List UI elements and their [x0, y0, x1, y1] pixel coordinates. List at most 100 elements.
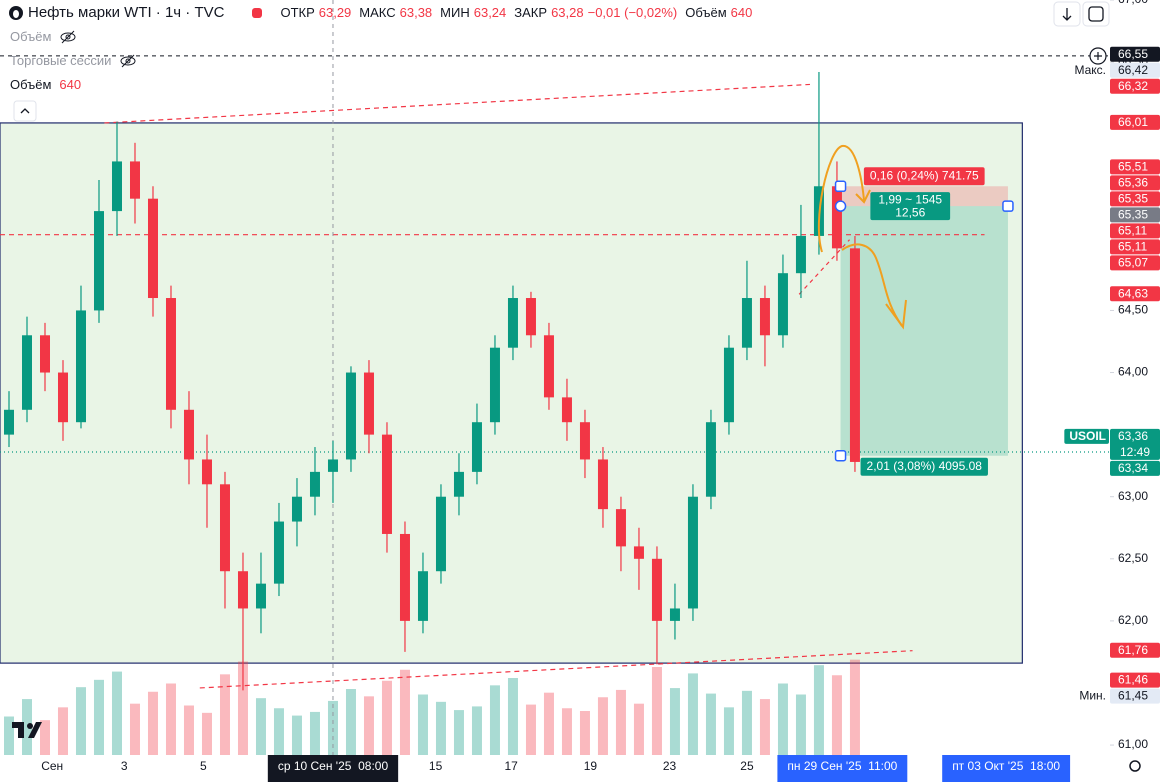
close-value: 63,28	[551, 5, 584, 20]
symbol-badge	[1064, 428, 1109, 444]
change-value: −0,01 (−0,02%)	[587, 5, 678, 20]
volume-bar	[813, 665, 824, 755]
volume-bar	[291, 715, 302, 755]
x-tick-label: Сен	[41, 759, 63, 773]
price-badge-label: 63,36	[1118, 429, 1148, 443]
close-label: ЗАКР	[514, 5, 548, 20]
candle-body	[363, 372, 374, 435]
price-badge	[1110, 191, 1160, 207]
target-label-bg	[860, 457, 988, 476]
price-countdown: 12:49	[1120, 445, 1150, 459]
target-zone	[840, 206, 1008, 456]
volume-bar	[327, 700, 338, 755]
volume-bar	[129, 703, 140, 755]
price-badge-label: 65,36	[1118, 176, 1148, 190]
candle-body	[201, 459, 212, 485]
high-label: МАКС	[359, 5, 396, 20]
candle-body	[849, 248, 860, 462]
volume-bar	[21, 699, 32, 755]
candle-body	[561, 397, 572, 423]
price-badge-label: 66,55	[1118, 47, 1148, 61]
price-badge	[1110, 223, 1160, 239]
candle-body	[831, 186, 842, 249]
price-badge	[1110, 255, 1160, 271]
volume-bar	[237, 661, 248, 755]
price-badge	[1110, 207, 1160, 223]
collapse-button[interactable]	[13, 100, 37, 122]
drag-handle[interactable]	[834, 180, 847, 193]
volume-bar	[795, 694, 806, 755]
candle-body	[93, 211, 104, 311]
eye-off-icon[interactable]	[59, 30, 77, 44]
y-tick-label: 61,00	[1118, 737, 1148, 751]
drag-handle[interactable]	[834, 200, 847, 212]
price-badge-label: 65,35	[1118, 192, 1148, 206]
trend-line	[199, 650, 913, 689]
candle-body	[669, 608, 680, 621]
volume-bar	[345, 689, 356, 755]
price-badge-label: 63,34	[1118, 461, 1148, 475]
candle-body	[3, 409, 14, 435]
header: Нефть марки WTI · 1ч · TVC ОТКР 63,29 МАК…	[8, 4, 752, 21]
stop-label: 0,16 (0,24%) 741.75	[870, 168, 979, 182]
candle-body	[381, 434, 392, 534]
volume-bar	[453, 710, 464, 755]
arrow-head	[885, 299, 907, 330]
open-value: 63,29	[318, 5, 352, 20]
price-badge	[1110, 239, 1160, 255]
price-badge-label: 66,01	[1118, 115, 1148, 129]
candle-body	[741, 298, 752, 348]
collapse-icon	[20, 108, 30, 114]
note-badge	[1074, 688, 1109, 704]
price-badge-label: 61,45	[1118, 689, 1148, 703]
y-tick-label: 64,00	[1118, 365, 1148, 379]
price-badge-label: 66,32	[1118, 79, 1148, 93]
legend-volume-hidden[interactable]: Объём	[10, 29, 52, 44]
y-tick-label: 64,50	[1118, 303, 1148, 317]
drag-handle[interactable]	[1002, 200, 1014, 212]
volume-bar	[417, 694, 428, 755]
drag-handle[interactable]	[834, 449, 847, 462]
volume-bar	[363, 696, 374, 755]
legend-volume[interactable]: Объём	[10, 77, 52, 92]
arrow-curve	[817, 145, 865, 253]
candle-body	[435, 496, 446, 572]
eye-off-icon[interactable]	[119, 54, 137, 68]
x-tick-label: 15	[429, 759, 443, 773]
candle-body	[759, 298, 770, 336]
volume-bar	[651, 667, 662, 755]
price-badge-label: 64,63	[1118, 286, 1148, 300]
candle-body	[111, 161, 122, 212]
volume-bar	[615, 689, 626, 755]
screenshot-button[interactable]	[1082, 1, 1110, 27]
candle-body	[183, 409, 194, 460]
price-badge	[1110, 159, 1160, 175]
volume-bar	[435, 701, 446, 755]
price-badge	[1110, 642, 1160, 658]
price-badge	[1110, 428, 1160, 460]
volume-bar	[147, 691, 158, 755]
legend-volume-value: 640	[59, 77, 82, 92]
volume-bar	[273, 708, 284, 755]
price-badge	[1110, 286, 1160, 302]
entry-label-bg	[870, 192, 951, 221]
price-badge-label: 61,46	[1118, 673, 1148, 687]
screenshot-icon	[1088, 6, 1104, 22]
price-badge-label: 65,11	[1118, 224, 1147, 238]
candle-body	[291, 496, 302, 522]
volume-bar	[723, 707, 734, 755]
candle-body	[723, 347, 734, 423]
volume-bar	[57, 707, 68, 755]
stop-label-bg	[863, 167, 985, 186]
legend-sessions[interactable]: Торговые сессии	[10, 53, 112, 68]
volume-bar	[633, 703, 644, 755]
symbol-title[interactable]: Нефть марки WTI · 1ч · TVC	[28, 4, 225, 21]
settings-icon[interactable]	[1129, 760, 1141, 772]
candle-body	[471, 422, 482, 472]
y-tick-label: 67,00	[1118, 0, 1148, 6]
entry-sublabel: 12,56	[895, 205, 925, 219]
volume-bar	[255, 698, 266, 755]
x-tick-label: ср 10 Сен '25 08:00	[278, 759, 389, 773]
note-label: Мин.	[1079, 689, 1106, 703]
